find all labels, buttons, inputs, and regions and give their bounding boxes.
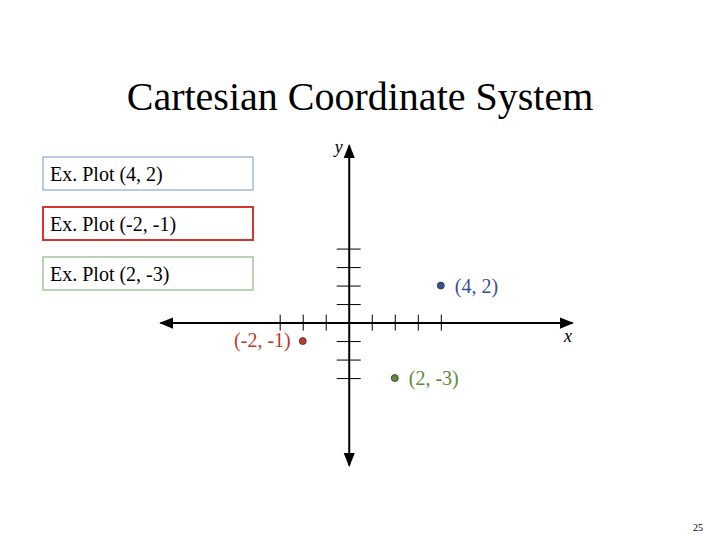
example-box: Ex. Plot (-2, -1) <box>43 207 253 240</box>
y-tick-mark <box>337 378 361 379</box>
y-tick-mark <box>337 286 361 287</box>
y-tick <box>337 304 361 305</box>
page-number: 25 <box>693 522 703 533</box>
x-tick <box>441 315 442 331</box>
y-tick-mark <box>337 341 361 342</box>
x-axis-line <box>161 322 573 324</box>
x-tick <box>326 315 327 331</box>
example-text: Ex. Plot (4, 2) <box>50 163 163 186</box>
y-tick-mark <box>337 360 361 361</box>
x-tick-mark <box>303 315 304 331</box>
y-tick <box>337 249 361 250</box>
x-tick-mark <box>326 315 327 331</box>
y-axis <box>337 146 361 466</box>
x-tick <box>303 315 304 331</box>
point <box>391 375 398 382</box>
data-label: (4, 2) <box>455 275 498 298</box>
x-tick <box>372 315 373 331</box>
y-axis-title: y <box>333 137 343 157</box>
data-label: (-2, -1) <box>234 329 291 352</box>
y-tick <box>337 267 361 268</box>
data-label: (2, -3) <box>409 367 459 390</box>
x-tick-mark <box>372 315 373 331</box>
x-tick-mark <box>418 315 419 331</box>
x-axis-title: x <box>563 326 572 346</box>
example-box-frame <box>43 157 253 190</box>
data-labels: (4, 2) (-2, -1) (2, -3) <box>234 275 498 390</box>
example-text: Ex. Plot (-2, -1) <box>50 213 176 236</box>
title: Cartesian Coordinate System <box>127 74 594 119</box>
example-box: Ex. Plot (4, 2) <box>43 157 253 190</box>
x-tick <box>395 315 396 331</box>
y-tick <box>337 341 361 342</box>
example-text: Ex. Plot (2, -3) <box>50 263 169 286</box>
x-tick <box>418 315 419 331</box>
x-axis <box>161 315 573 331</box>
x-tick-mark <box>395 315 396 331</box>
y-tick <box>337 378 361 379</box>
y-tick <box>337 286 361 287</box>
example-box-frame <box>43 207 253 240</box>
y-tick <box>337 360 361 361</box>
y-tick-mark <box>337 249 361 250</box>
y-tick-mark <box>337 267 361 268</box>
y-axis-line <box>348 146 350 466</box>
x-tick-mark <box>441 315 442 331</box>
example-box-frame <box>43 257 253 290</box>
y-tick-mark <box>337 304 361 305</box>
example-box: Ex. Plot (2, -3) <box>43 257 253 290</box>
point <box>437 282 444 289</box>
slide: Cartesian Coordinate System Ex. Plot (4, … <box>0 0 720 540</box>
point <box>299 338 306 345</box>
